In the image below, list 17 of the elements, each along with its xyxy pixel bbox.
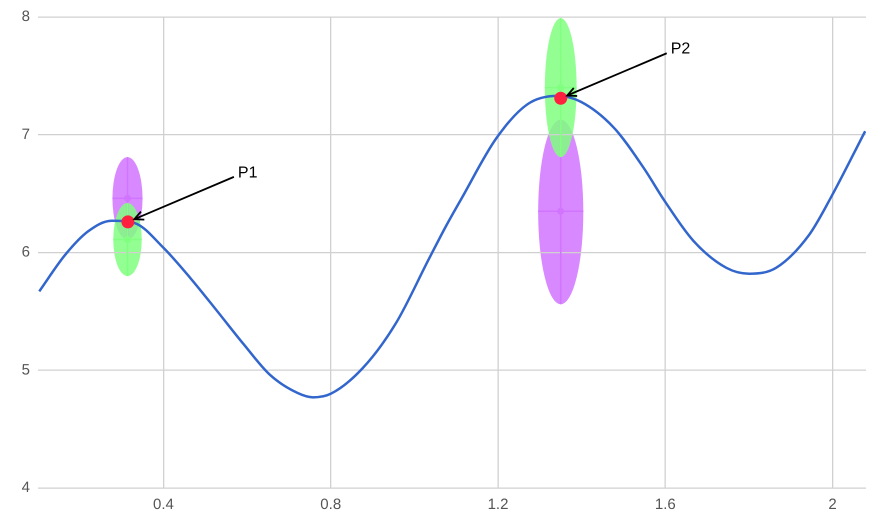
y-tick-label: 6 (22, 244, 30, 261)
annotation: P1 (238, 164, 258, 182)
x-tick-label: 1.2 (488, 496, 508, 514)
y-tick-label: 8 (22, 8, 30, 26)
point (554, 92, 568, 105)
annotation: P2 (670, 40, 690, 58)
y-tick-label: 7 (22, 126, 30, 143)
x-tick-label: 1.6 (654, 496, 676, 514)
y-tick-label: 5 (22, 361, 30, 378)
point (557, 84, 564, 92)
x-tick-label: 0.8 (320, 496, 342, 514)
point (124, 236, 131, 244)
point (121, 215, 134, 228)
x-tick-label: 2 (828, 496, 837, 514)
y-tick-label: 4 (22, 479, 30, 496)
point (124, 194, 131, 202)
x-tick-label: 0.4 (153, 496, 174, 514)
